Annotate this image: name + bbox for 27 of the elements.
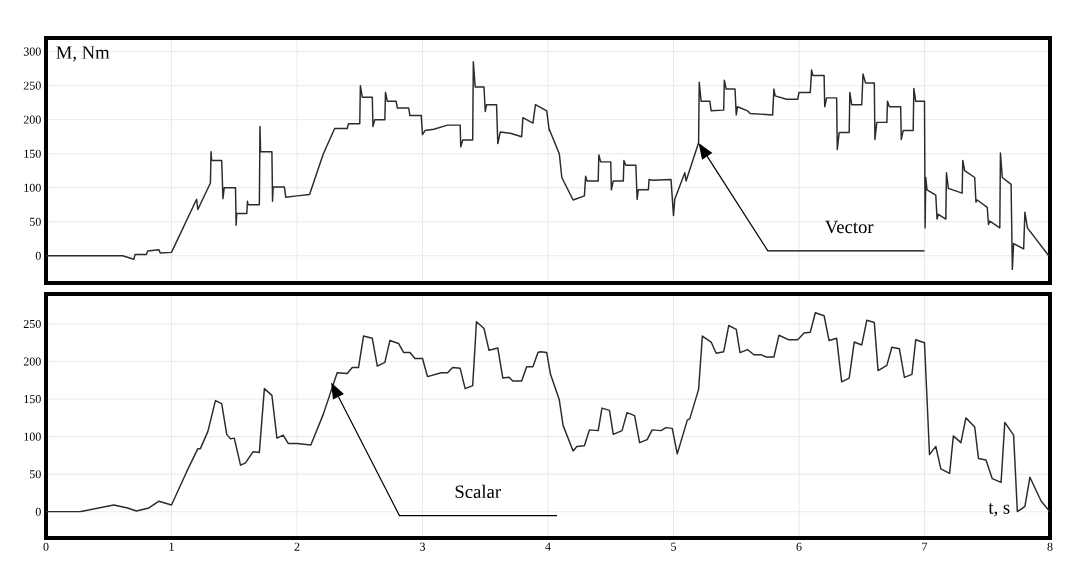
y-tick-label: 100 — [24, 432, 41, 441]
x-tick-label: 4 — [545, 542, 551, 551]
y-tick-label: 250 — [23, 319, 41, 329]
x-axis-title: t, s — [988, 503, 1010, 517]
line-series — [46, 61, 1050, 271]
x-tick-label: 5 — [671, 542, 677, 551]
y-tick-label: 50 — [29, 470, 41, 479]
y-tick-label: 250 — [23, 81, 41, 90]
y-tick-label: 100 — [24, 183, 41, 192]
y-tick-label: 300 — [23, 47, 41, 56]
y-tick-label: 200 — [23, 115, 41, 124]
y-tick-label: 0 — [35, 507, 41, 516]
x-tick-label: 2 — [294, 542, 300, 551]
annotation: Scalar — [455, 484, 501, 498]
annotation: Vector — [825, 220, 874, 234]
x-tick-label: 8 — [1047, 542, 1053, 551]
y-tick-label: 0 — [35, 251, 41, 260]
y-tick-label: 50 — [29, 217, 41, 226]
y-tick-label: 200 — [23, 357, 41, 366]
x-tick-label: 7 — [922, 542, 928, 551]
y-tick-label: 150 — [24, 149, 41, 158]
y-axis-title: M, Nm — [56, 46, 110, 62]
y-tick-label: 150 — [24, 395, 41, 404]
x-tick-label: 1 — [169, 542, 174, 551]
x-tick-label: 6 — [796, 542, 802, 551]
x-tick-label: 0 — [43, 542, 49, 551]
x-tick-label: 3 — [420, 542, 426, 551]
